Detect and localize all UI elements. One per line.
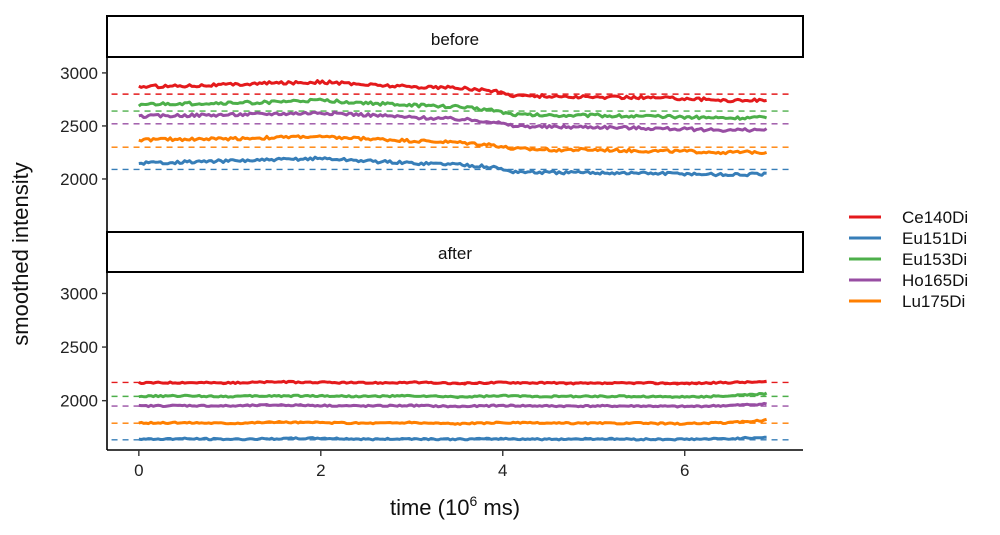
legend-label-lu175di: Lu175Di <box>902 292 965 311</box>
panel-after-lines <box>111 379 790 442</box>
y-tick-label: 2500 <box>60 117 98 136</box>
y-tick-label: 3000 <box>60 284 98 303</box>
legend: Ce140Di Eu151Di Eu153Di Ho165Di Lu175Di <box>849 208 968 311</box>
x-tick-label: 6 <box>680 461 689 480</box>
x-tick-label: 0 <box>134 461 143 480</box>
x-tick-label: 4 <box>498 461 507 480</box>
y-tick-label: 2000 <box>60 170 98 189</box>
legend-label-ho165di: Ho165Di <box>902 271 968 290</box>
strip-after-box <box>106 231 804 273</box>
series-line-ce140di <box>138 379 767 386</box>
strip-after-label: after <box>438 244 472 263</box>
strip-before-label: before <box>431 30 479 49</box>
y-tick-label: 3000 <box>60 64 98 83</box>
strip-before-box <box>106 15 804 58</box>
series-line-eu151di <box>138 435 767 442</box>
y-axis-title: smoothed intensity <box>8 162 33 345</box>
series-line-ce140di <box>138 79 767 104</box>
x-ticks: 0 2 4 6 <box>134 450 689 480</box>
x-axis-title-main: time (10 <box>390 495 469 520</box>
series-line-ho165di <box>138 110 768 133</box>
y-tick-label: 2500 <box>60 338 98 357</box>
y-ticks: 2000 2500 3000 2000 2500 3000 <box>60 64 107 411</box>
x-axis-title-exponent: 6 <box>469 493 477 509</box>
legend-label-eu153di: Eu153Di <box>902 250 967 269</box>
series-line-eu153di <box>137 97 768 121</box>
legend-label-eu151di: Eu151Di <box>902 229 967 248</box>
series-line-lu175di <box>138 417 768 426</box>
legend-label-ce140di: Ce140Di <box>902 208 968 227</box>
series-line-ho165di <box>138 401 767 409</box>
series-line-lu175di <box>138 134 768 156</box>
x-axis-title-tail: ms) <box>477 495 520 520</box>
x-axis-title: time (106 ms) <box>390 493 520 520</box>
y-tick-label: 2000 <box>60 392 98 411</box>
x-tick-label: 2 <box>316 461 325 480</box>
series-line-eu151di <box>138 155 767 178</box>
panel-before-lines <box>111 79 790 178</box>
series-line-eu153di <box>138 391 768 400</box>
